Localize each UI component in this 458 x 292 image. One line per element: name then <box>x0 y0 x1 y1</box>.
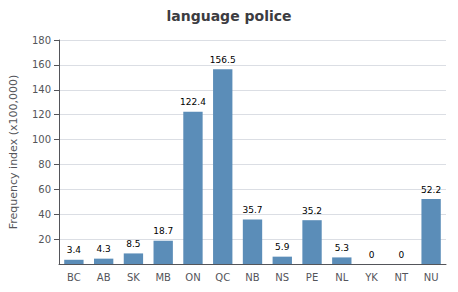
svg-text:80: 80 <box>38 159 51 170</box>
svg-text:NB: NB <box>245 272 259 283</box>
svg-text:0: 0 <box>369 250 375 260</box>
svg-text:18.7: 18.7 <box>153 226 173 236</box>
svg-text:40: 40 <box>38 209 51 220</box>
svg-text:MB: MB <box>155 272 171 283</box>
svg-text:NL: NL <box>335 272 348 283</box>
svg-text:NU: NU <box>424 272 439 283</box>
svg-text:122.4: 122.4 <box>180 97 206 107</box>
svg-text:5.3: 5.3 <box>335 243 349 253</box>
svg-text:YK: YK <box>364 272 378 283</box>
svg-text:156.5: 156.5 <box>210 55 236 65</box>
svg-text:35.2: 35.2 <box>302 206 322 216</box>
svg-text:language police: language police <box>166 8 291 24</box>
svg-text:100: 100 <box>32 134 51 145</box>
svg-text:3.4: 3.4 <box>67 245 82 255</box>
svg-text:PE: PE <box>306 272 318 283</box>
svg-text:160: 160 <box>32 59 51 70</box>
svg-text:35.7: 35.7 <box>242 205 262 215</box>
svg-text:4.3: 4.3 <box>96 244 110 254</box>
svg-text:180: 180 <box>32 35 51 46</box>
svg-text:NS: NS <box>275 272 289 283</box>
svg-text:AB: AB <box>97 272 111 283</box>
svg-text:NT: NT <box>395 272 409 283</box>
svg-text:8.5: 8.5 <box>126 239 140 249</box>
svg-text:52.2: 52.2 <box>421 185 441 195</box>
svg-text:60: 60 <box>38 184 51 195</box>
svg-text:BC: BC <box>67 272 81 283</box>
svg-text:120: 120 <box>32 109 51 120</box>
svg-text:20: 20 <box>38 234 51 245</box>
svg-text:QC: QC <box>215 272 230 283</box>
svg-text:SK: SK <box>127 272 140 283</box>
svg-text:0: 0 <box>398 250 404 260</box>
svg-text:ON: ON <box>185 272 200 283</box>
svg-text:140: 140 <box>32 84 51 95</box>
svg-text:Frequency index (x100,000): Frequency index (x100,000) <box>7 75 20 230</box>
svg-text:5.9: 5.9 <box>275 242 290 252</box>
